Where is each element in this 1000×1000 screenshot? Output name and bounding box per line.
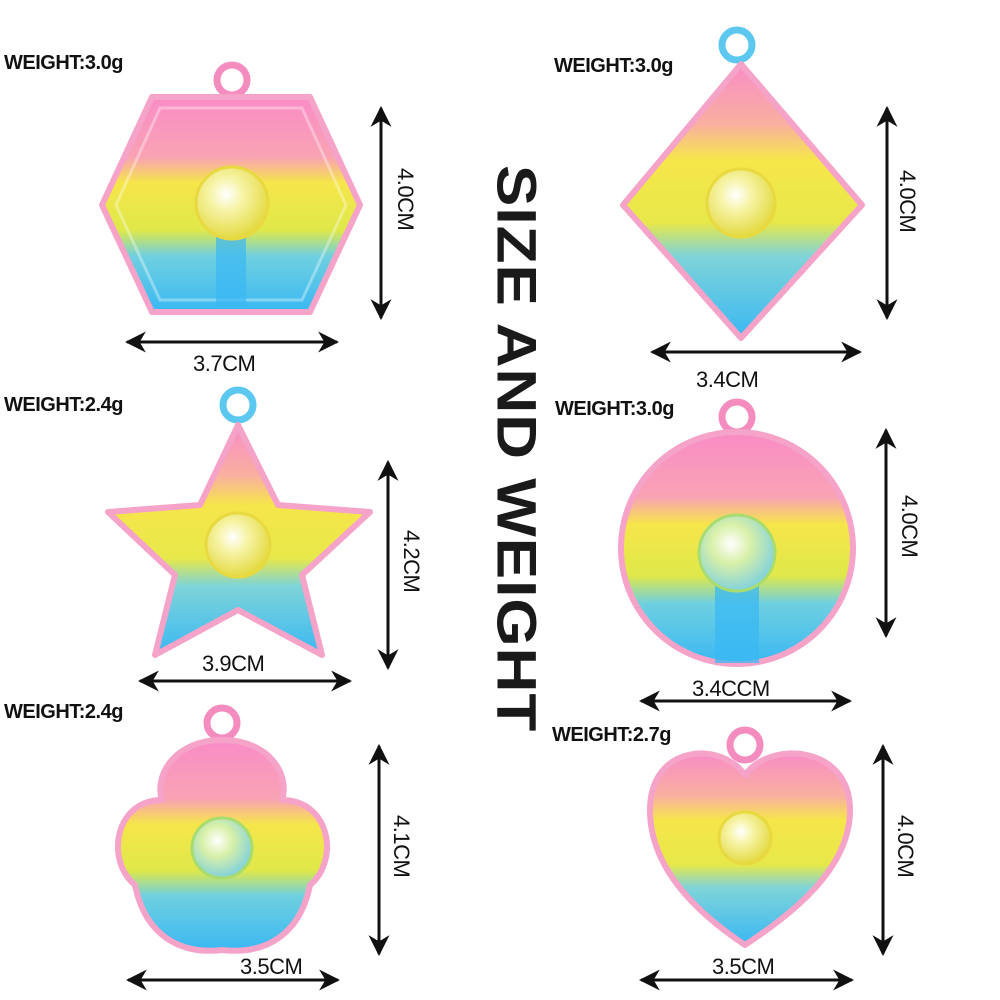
- circle-pendant: [618, 398, 856, 667]
- weight-label-diamond: WEIGHT:3.0g: [554, 55, 673, 77]
- width-label-circle: 3.4CCM: [692, 676, 770, 701]
- hexagon-pendant: [99, 61, 363, 315]
- page-title: SIZE AND WEIGHT: [485, 165, 548, 733]
- loop-ring: [203, 704, 241, 742]
- weight-label-circle: WEIGHT:3.0g: [555, 398, 674, 420]
- pop-bubble: [204, 511, 272, 579]
- height-label-clover: 4.1CM: [389, 815, 414, 878]
- loop-ring: [213, 61, 251, 99]
- weight-label-hexagon: WEIGHT:3.0g: [4, 52, 123, 74]
- height-label-star: 4.2CM: [399, 530, 424, 593]
- heart-pendant: [647, 726, 853, 948]
- pop-bubble: [190, 816, 254, 880]
- pop-bubble: [194, 165, 270, 241]
- pop-bubble: [717, 810, 773, 866]
- width-label-clover: 3.5CM: [240, 954, 303, 979]
- loop-ring: [718, 26, 756, 64]
- width-label-heart: 3.5CM: [712, 954, 775, 979]
- height-label-hexagon: 4.0CM: [393, 168, 418, 231]
- height-label-circle: 4.0CM: [897, 495, 922, 558]
- width-label-diamond: 3.4CM: [696, 367, 759, 392]
- height-label-heart: 4.0CM: [893, 815, 918, 878]
- pop-bubble: [697, 513, 777, 593]
- loop-ring: [718, 398, 756, 436]
- clover-pendant: [114, 704, 330, 954]
- star-pendant: [105, 386, 373, 658]
- height-label-diamond: 4.0CM: [895, 170, 920, 233]
- pop-bubble: [705, 167, 777, 239]
- loop-ring: [726, 726, 764, 764]
- width-label-hexagon: 3.7CM: [193, 351, 256, 376]
- weight-label-clover: WEIGHT:2.4g: [4, 701, 123, 723]
- dimension-arrows: [124, 105, 898, 991]
- weight-label-heart: WEIGHT:2.7g: [552, 724, 671, 746]
- loop-ring: [219, 386, 257, 424]
- width-label-star: 3.9CM: [202, 651, 265, 676]
- diamond-pendant: [620, 26, 865, 341]
- weight-label-star: WEIGHT:2.4g: [4, 394, 123, 416]
